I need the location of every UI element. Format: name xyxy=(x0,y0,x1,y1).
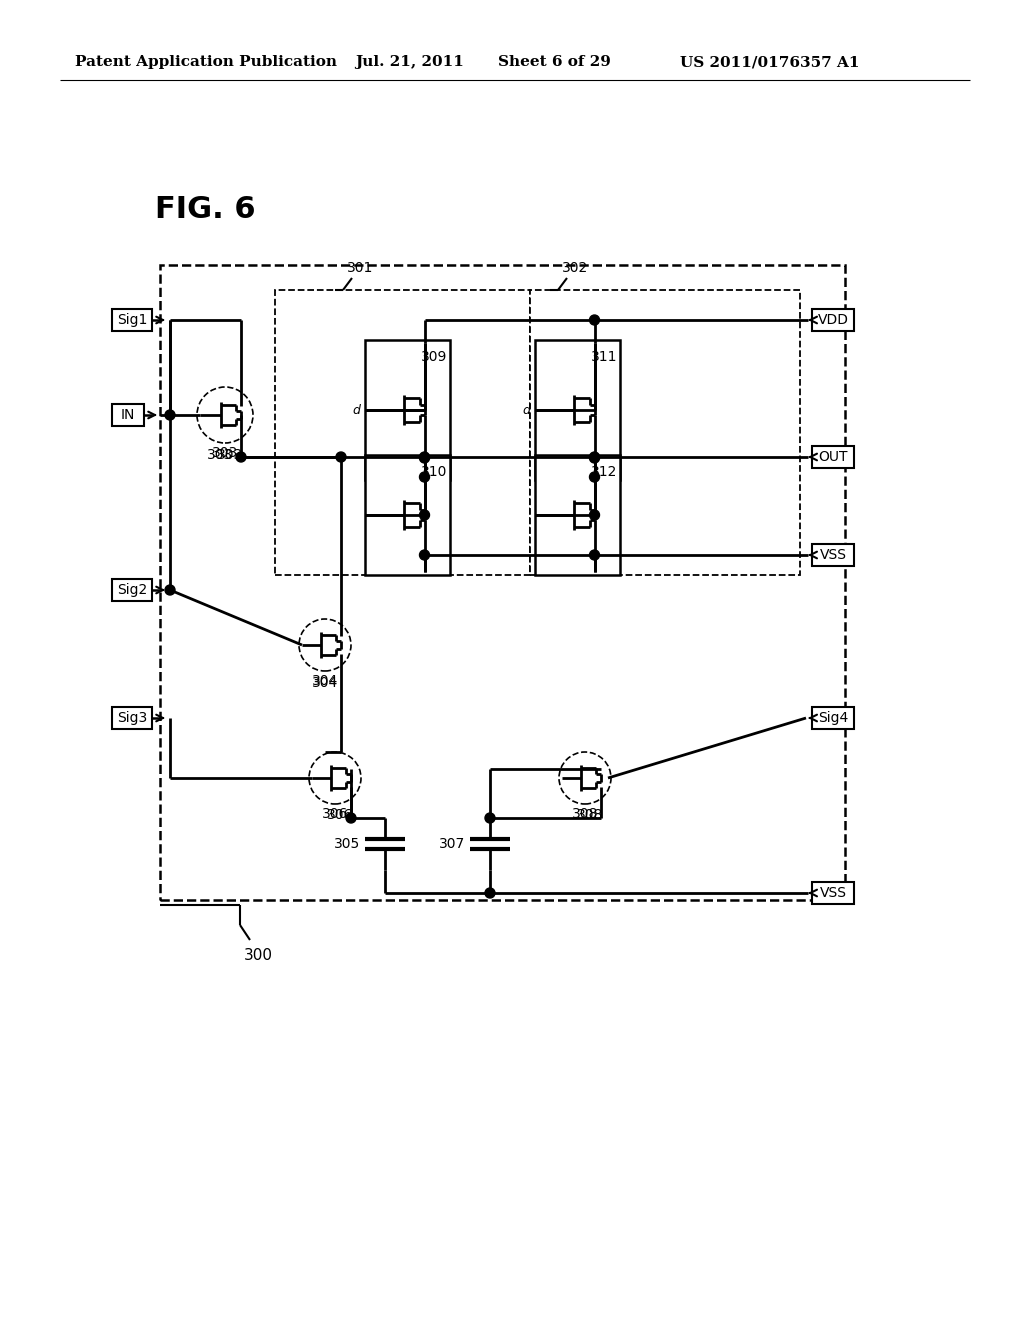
Text: 301: 301 xyxy=(347,261,373,275)
Circle shape xyxy=(165,411,175,420)
Bar xyxy=(365,341,450,480)
Text: OUT: OUT xyxy=(818,450,848,465)
Circle shape xyxy=(590,510,599,520)
Text: 311: 311 xyxy=(591,350,617,364)
Circle shape xyxy=(346,813,356,822)
Text: FIG. 6: FIG. 6 xyxy=(155,195,256,224)
Bar xyxy=(812,446,854,469)
Text: VSS: VSS xyxy=(819,886,847,900)
Circle shape xyxy=(420,451,429,462)
Circle shape xyxy=(420,510,429,520)
Text: 304: 304 xyxy=(312,675,338,688)
Text: Sig4: Sig4 xyxy=(818,711,848,725)
Text: 308: 308 xyxy=(577,808,603,822)
Circle shape xyxy=(336,451,346,462)
Text: Sig3: Sig3 xyxy=(117,711,147,725)
Circle shape xyxy=(420,473,429,482)
Text: IN: IN xyxy=(121,408,135,422)
Circle shape xyxy=(590,550,599,560)
Text: Sheet 6 of 29: Sheet 6 of 29 xyxy=(498,55,611,69)
Circle shape xyxy=(485,813,495,822)
Text: 310: 310 xyxy=(421,465,447,479)
Text: Patent Application Publication: Patent Application Publication xyxy=(75,55,337,69)
Text: 309: 309 xyxy=(421,350,447,364)
Text: Sig2: Sig2 xyxy=(117,583,147,597)
Bar xyxy=(112,404,144,426)
Bar xyxy=(812,882,854,904)
Text: 304: 304 xyxy=(312,676,338,690)
Circle shape xyxy=(420,550,429,560)
Text: 300: 300 xyxy=(244,948,272,962)
Text: 305: 305 xyxy=(334,837,360,851)
Bar xyxy=(275,290,530,576)
Circle shape xyxy=(236,451,246,462)
Circle shape xyxy=(590,451,599,462)
Text: Sig1: Sig1 xyxy=(117,313,147,327)
Bar xyxy=(535,455,620,576)
Circle shape xyxy=(165,585,175,595)
Text: 308: 308 xyxy=(571,807,598,821)
Circle shape xyxy=(590,453,599,463)
Text: 303: 303 xyxy=(212,446,239,459)
Bar xyxy=(535,341,620,480)
Bar xyxy=(812,708,854,729)
Circle shape xyxy=(590,315,599,325)
Text: VSS: VSS xyxy=(819,548,847,562)
Bar xyxy=(160,265,845,900)
Circle shape xyxy=(420,453,429,463)
Text: 312: 312 xyxy=(591,465,617,479)
Bar xyxy=(530,290,800,576)
Text: 307: 307 xyxy=(438,837,465,851)
Bar xyxy=(112,309,152,331)
Bar xyxy=(365,455,450,576)
Text: d: d xyxy=(522,404,530,417)
Text: VDD: VDD xyxy=(817,313,849,327)
Bar xyxy=(812,309,854,331)
Circle shape xyxy=(590,473,599,482)
Text: 306: 306 xyxy=(322,807,348,821)
Text: 302: 302 xyxy=(562,261,588,275)
Text: 303: 303 xyxy=(207,447,233,462)
Bar xyxy=(812,544,854,566)
Text: d: d xyxy=(352,404,360,417)
Text: 303: 303 xyxy=(217,447,243,462)
Bar xyxy=(112,708,152,729)
Text: US 2011/0176357 A1: US 2011/0176357 A1 xyxy=(680,55,859,69)
Circle shape xyxy=(485,888,495,898)
Text: 306: 306 xyxy=(327,808,353,822)
Bar xyxy=(112,579,152,601)
Text: Jul. 21, 2011: Jul. 21, 2011 xyxy=(355,55,464,69)
